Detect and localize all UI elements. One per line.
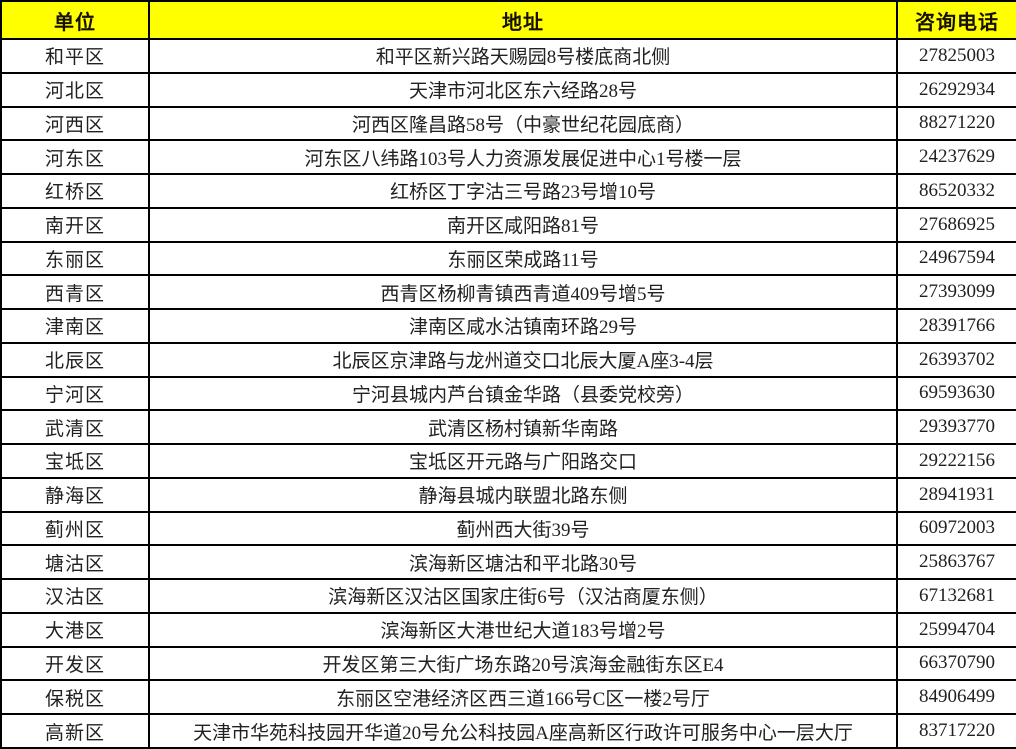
unit-cell: 东丽区	[0, 240, 150, 277]
phone-cell: 84906499	[896, 679, 1016, 715]
address-cell: 河西区隆昌路58号（中豪世纪花园底商）	[148, 105, 898, 142]
address-cell: 河东区八纬路103号人力资源发展促进中心1号楼一层	[148, 139, 898, 175]
table-row: 蓟州区 蓟州西大街39号 60972003	[0, 510, 1016, 547]
table-row: 宁河区 宁河县城内芦台镇金华路（县委党校旁） 69593630	[0, 375, 1016, 412]
table-body: 和平区 和平区新兴路天赐园8号楼底商北侧 27825003 河北区 天津市河北区东六经路…	[0, 38, 1016, 749]
phone-cell: 66370790	[896, 645, 1016, 682]
address-cell: 天津市河北区东六经路28号	[148, 71, 898, 108]
address-cell: 和平区新兴路天赐园8号楼底商北侧	[148, 38, 898, 74]
address-cell: 西青区杨柳青镇西青道409号增5号	[148, 274, 898, 310]
address-cell: 滨海新区塘沽和平北路30号	[148, 544, 898, 580]
unit-cell: 北辰区	[0, 341, 150, 378]
phone-cell: 60972003	[896, 510, 1016, 547]
phone-cell: 29222156	[896, 443, 1016, 479]
table-row: 北辰区 北辰区京津路与龙州道交口北辰大厦A座3-4层 26393702	[0, 341, 1016, 378]
phone-cell: 88271220	[896, 105, 1016, 142]
phone-cell: 25994704	[896, 611, 1016, 648]
unit-cell: 河西区	[0, 105, 150, 142]
address-cell: 天津市华苑科技园开华道20号允公科技园A座高新区行政许可服务中心一层大厅	[148, 713, 898, 749]
address-cell: 开发区第三大街广场东路20号滨海金融街东区E4	[148, 645, 898, 682]
address-cell: 滨海新区大港世纪大道183号增2号	[148, 611, 898, 648]
phone-cell: 67132681	[896, 578, 1016, 614]
phone-cell: 27686925	[896, 206, 1016, 243]
address-cell: 东丽区荣成路11号	[148, 240, 898, 277]
table-row: 大港区 滨海新区大港世纪大道183号增2号 25994704	[0, 611, 1016, 648]
address-cell: 北辰区京津路与龙州道交口北辰大厦A座3-4层	[148, 341, 898, 378]
header-unit: 单位	[0, 0, 150, 40]
unit-cell: 河北区	[0, 71, 150, 108]
table-row: 南开区 南开区咸阳路81号 27686925	[0, 206, 1016, 243]
unit-cell: 武清区	[0, 409, 150, 445]
table-row: 静海区 静海县城内联盟北路东侧 28941931	[0, 476, 1016, 513]
table-row: 汉沽区 滨海新区汉沽区国家庄街6号（汉沽商厦东侧） 67132681	[0, 578, 1016, 614]
address-cell: 南开区咸阳路81号	[148, 206, 898, 243]
address-cell: 宁河县城内芦台镇金华路（县委党校旁）	[148, 375, 898, 412]
address-cell: 宝坻区开元路与广阳路交口	[148, 443, 898, 479]
header-address: 地址	[148, 0, 898, 40]
unit-cell: 和平区	[0, 38, 150, 74]
address-cell: 津南区咸水沽镇南环路29号	[148, 308, 898, 344]
table-row: 塘沽区 滨海新区塘沽和平北路30号 25863767	[0, 544, 1016, 580]
phone-cell: 27825003	[896, 38, 1016, 74]
phone-cell: 27393099	[896, 274, 1016, 310]
phone-cell: 24967594	[896, 240, 1016, 277]
table-row: 河西区 河西区隆昌路58号（中豪世纪花园底商） 88271220	[0, 105, 1016, 142]
phone-cell: 86520332	[896, 173, 1016, 209]
address-cell: 武清区杨村镇新华南路	[148, 409, 898, 445]
unit-cell: 保税区	[0, 679, 150, 715]
unit-cell: 西青区	[0, 274, 150, 310]
table-row: 保税区 东丽区空港经济区西三道166号C区一楼2号厅 84906499	[0, 679, 1016, 715]
table-row: 宝坻区 宝坻区开元路与广阳路交口 29222156	[0, 443, 1016, 479]
table-row: 西青区 西青区杨柳青镇西青道409号增5号 27393099	[0, 274, 1016, 310]
table-row: 高新区 天津市华苑科技园开华道20号允公科技园A座高新区行政许可服务中心一层大厅 8…	[0, 713, 1016, 749]
address-cell: 东丽区空港经济区西三道166号C区一楼2号厅	[148, 679, 898, 715]
table-row: 东丽区 东丽区荣成路11号 24967594	[0, 240, 1016, 277]
unit-cell: 宝坻区	[0, 443, 150, 479]
table-row: 和平区 和平区新兴路天赐园8号楼底商北侧 27825003	[0, 38, 1016, 74]
unit-cell: 高新区	[0, 713, 150, 749]
unit-cell: 大港区	[0, 611, 150, 648]
address-cell: 静海县城内联盟北路东侧	[148, 476, 898, 513]
address-cell: 蓟州西大街39号	[148, 510, 898, 547]
table-row: 河北区 天津市河北区东六经路28号 26292934	[0, 71, 1016, 108]
unit-cell: 开发区	[0, 645, 150, 682]
unit-cell: 汉沽区	[0, 578, 150, 614]
table-row: 开发区 开发区第三大街广场东路20号滨海金融街东区E4 66370790	[0, 645, 1016, 682]
unit-cell: 红桥区	[0, 173, 150, 209]
address-cell: 滨海新区汉沽区国家庄街6号（汉沽商厦东侧）	[148, 578, 898, 614]
phone-cell: 83717220	[896, 713, 1016, 749]
header-row: 单位 地址 咨询电话	[0, 0, 1016, 40]
phone-cell: 28391766	[896, 308, 1016, 344]
table-row: 红桥区 红桥区丁字沽三号路23号增10号 86520332	[0, 173, 1016, 209]
unit-cell: 静海区	[0, 476, 150, 513]
unit-cell: 宁河区	[0, 375, 150, 412]
table-row: 津南区 津南区咸水沽镇南环路29号 28391766	[0, 308, 1016, 344]
table-header: 单位 地址 咨询电话	[0, 0, 1016, 40]
unit-cell: 河东区	[0, 139, 150, 175]
phone-cell: 25863767	[896, 544, 1016, 580]
unit-cell: 蓟州区	[0, 510, 150, 547]
unit-cell: 塘沽区	[0, 544, 150, 580]
phone-cell: 69593630	[896, 375, 1016, 412]
phone-cell: 29393770	[896, 409, 1016, 445]
phone-cell: 28941931	[896, 476, 1016, 513]
table-row: 河东区 河东区八纬路103号人力资源发展促进中心1号楼一层 24237629	[0, 139, 1016, 175]
header-phone: 咨询电话	[896, 0, 1016, 40]
phone-cell: 24237629	[896, 139, 1016, 175]
unit-cell: 津南区	[0, 308, 150, 344]
unit-cell: 南开区	[0, 206, 150, 243]
phone-cell: 26393702	[896, 341, 1016, 378]
address-cell: 红桥区丁字沽三号路23号增10号	[148, 173, 898, 209]
phone-cell: 26292934	[896, 71, 1016, 108]
table-row: 武清区 武清区杨村镇新华南路 29393770	[0, 409, 1016, 445]
